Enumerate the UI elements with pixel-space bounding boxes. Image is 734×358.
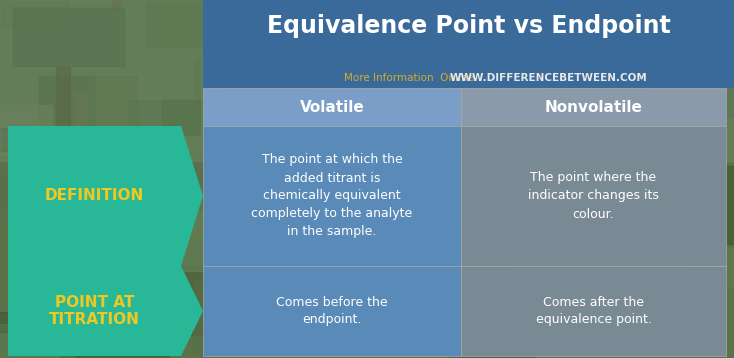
Text: WWW.DIFFERENCEBETWEEN.COM: WWW.DIFFERENCEBETWEEN.COM <box>450 73 647 83</box>
Bar <box>540 30 648 105</box>
Bar <box>146 0 212 47</box>
FancyBboxPatch shape <box>203 68 734 88</box>
Bar <box>227 0 323 45</box>
Bar <box>430 0 473 29</box>
Bar <box>645 247 688 297</box>
Bar <box>39 76 137 130</box>
Bar <box>0 128 65 151</box>
Bar <box>589 232 636 255</box>
Bar <box>551 252 582 321</box>
Text: The point where the
indicator changes its
colour.: The point where the indicator changes it… <box>528 171 659 221</box>
Bar <box>95 73 161 149</box>
Bar <box>459 335 535 358</box>
Bar <box>324 41 413 103</box>
Bar <box>347 295 449 320</box>
Polygon shape <box>8 126 203 266</box>
Text: POINT AT
TITRATION: POINT AT TITRATION <box>49 295 140 327</box>
FancyBboxPatch shape <box>461 126 726 266</box>
Text: Equivalence Point vs Endpoint: Equivalence Point vs Endpoint <box>266 14 670 38</box>
Text: More Information  Online: More Information Online <box>344 73 473 83</box>
Bar <box>233 240 338 281</box>
Text: Volatile: Volatile <box>299 100 364 115</box>
Bar <box>56 67 70 168</box>
Bar <box>574 218 613 280</box>
Bar <box>542 153 625 203</box>
Bar <box>622 224 685 250</box>
Bar <box>128 100 227 135</box>
Bar <box>134 194 232 228</box>
Bar <box>191 151 284 193</box>
Bar <box>449 291 493 358</box>
Bar <box>655 44 734 117</box>
Polygon shape <box>8 266 203 356</box>
Bar <box>448 220 525 273</box>
Bar <box>669 0 683 130</box>
Bar <box>156 266 269 334</box>
Bar <box>669 249 734 287</box>
Bar <box>445 39 524 91</box>
Bar <box>0 311 51 332</box>
Bar <box>0 324 74 358</box>
Text: Comes after the
equivalence point.: Comes after the equivalence point. <box>536 295 652 326</box>
Bar <box>0 0 734 161</box>
FancyBboxPatch shape <box>203 126 461 266</box>
Bar <box>12 8 124 66</box>
Bar <box>363 0 455 50</box>
Bar <box>428 258 464 335</box>
Bar <box>128 154 135 268</box>
Bar <box>73 144 106 218</box>
Bar <box>617 34 663 107</box>
Bar <box>76 93 87 205</box>
FancyBboxPatch shape <box>461 88 726 126</box>
Bar <box>538 259 614 314</box>
Bar <box>0 173 66 210</box>
Bar <box>0 105 52 155</box>
Bar <box>358 93 447 127</box>
Bar <box>463 134 502 175</box>
Bar <box>60 309 169 358</box>
Text: Nonvolatile: Nonvolatile <box>545 100 642 115</box>
Bar <box>515 228 546 287</box>
Bar <box>112 0 121 11</box>
Bar <box>208 86 217 201</box>
Bar <box>359 54 408 111</box>
Bar <box>96 226 173 272</box>
Bar <box>623 166 734 243</box>
Bar <box>603 123 664 147</box>
FancyBboxPatch shape <box>203 88 461 126</box>
Bar <box>564 24 622 50</box>
Bar <box>517 61 553 103</box>
FancyBboxPatch shape <box>203 266 461 356</box>
Bar <box>497 88 590 129</box>
Bar <box>194 281 307 354</box>
Bar <box>103 164 109 236</box>
Bar <box>163 200 269 240</box>
Text: The point at which the
added titrant is
chemically equivalent
completely to the : The point at which the added titrant is … <box>251 154 413 238</box>
Text: DEFINITION: DEFINITION <box>45 189 144 203</box>
Bar <box>445 101 457 208</box>
Bar <box>260 55 367 76</box>
Bar <box>0 0 68 27</box>
Bar <box>227 106 313 158</box>
Bar <box>653 315 700 338</box>
Bar <box>126 212 222 271</box>
Text: Comes before the
endpoint.: Comes before the endpoint. <box>276 295 388 326</box>
Bar <box>634 0 734 38</box>
Bar <box>201 62 312 135</box>
Bar <box>286 258 327 299</box>
FancyBboxPatch shape <box>203 0 734 68</box>
Bar <box>328 160 396 182</box>
FancyBboxPatch shape <box>461 266 726 356</box>
Bar <box>195 60 283 134</box>
Bar <box>421 287 477 329</box>
